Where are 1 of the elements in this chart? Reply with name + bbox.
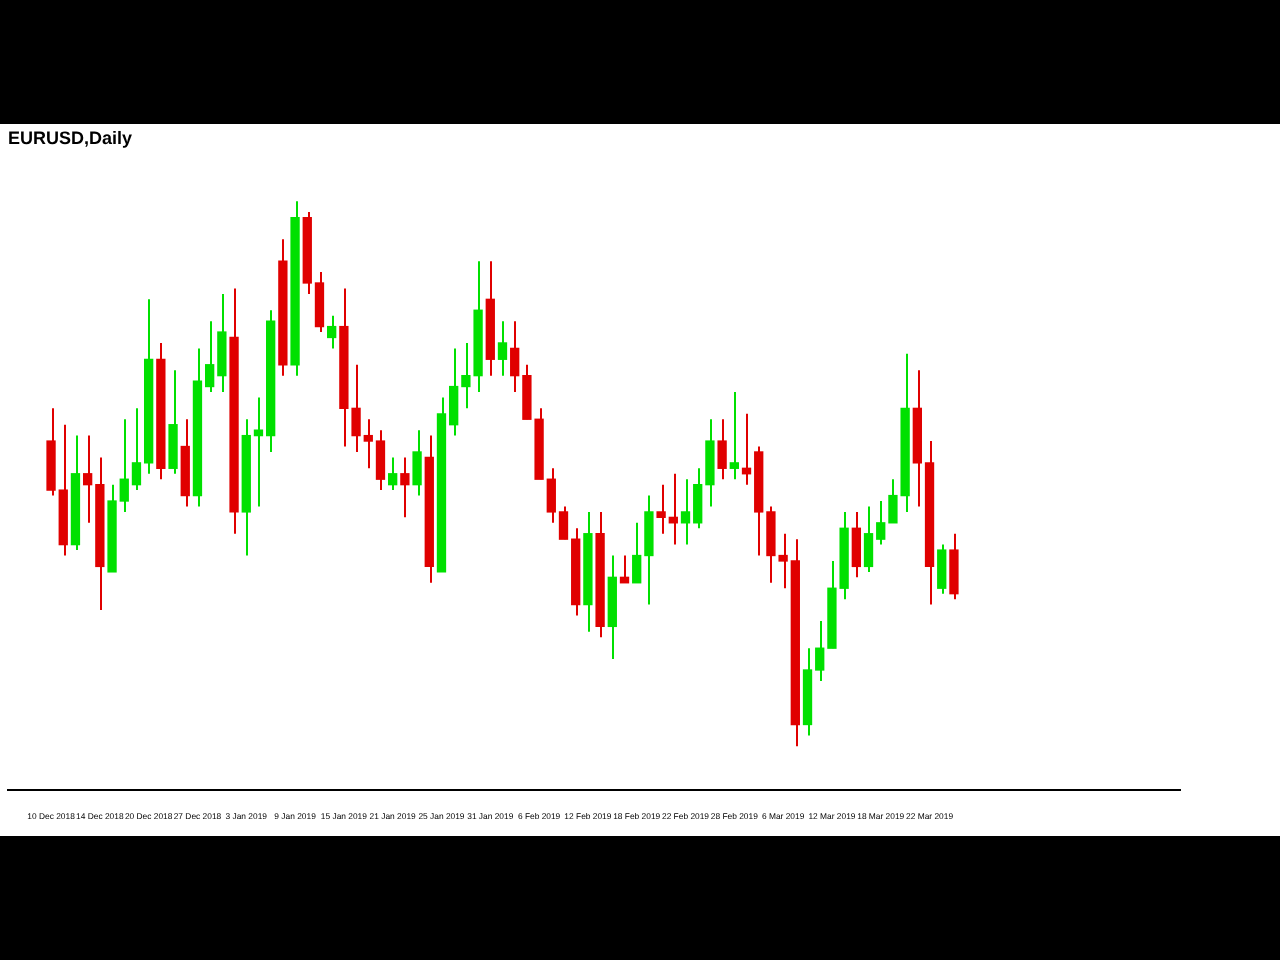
chart-title: EURUSD,Daily [8, 127, 133, 148]
